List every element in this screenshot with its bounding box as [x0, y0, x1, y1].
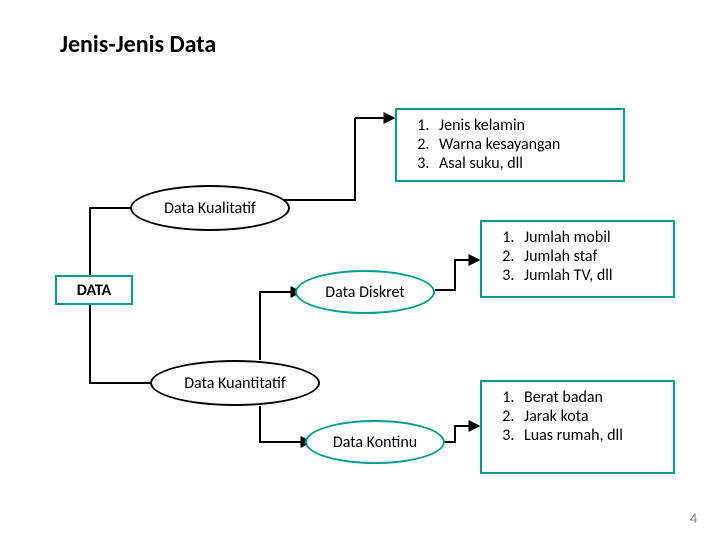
- examples-kontinu: Berat badanJarak kotaLuas rumah, dll: [480, 380, 675, 474]
- node-label: DATA: [77, 281, 112, 300]
- example-list: Jenis kelaminWarna kesayanganAsal suku, …: [407, 116, 613, 173]
- examples-kualitatif: Jenis kelaminWarna kesayanganAsal suku, …: [395, 108, 625, 182]
- example-item: Jumlah TV, dll: [518, 266, 663, 285]
- example-item: Jumlah mobil: [518, 228, 663, 247]
- node-label: Data Kuantitatif: [184, 374, 286, 393]
- node-label: Data Diskret: [325, 283, 404, 302]
- example-item: Luas rumah, dll: [518, 426, 663, 445]
- example-item: Asal suku, dll: [433, 154, 613, 173]
- node-label: Data Kualitatif: [164, 199, 256, 218]
- node-data-root: DATA: [55, 275, 133, 305]
- example-item: Jarak kota: [518, 407, 663, 426]
- node-data-kontinu: Data Kontinu: [305, 420, 445, 464]
- example-item: Warna kesayangan: [433, 135, 613, 154]
- node-data-kuantitatif: Data Kuantitatif: [150, 360, 320, 406]
- example-list: Jumlah mobilJumlah stafJumlah TV, dll: [492, 228, 663, 285]
- example-item: Jenis kelamin: [433, 116, 613, 135]
- example-list: Berat badanJarak kotaLuas rumah, dll: [492, 388, 663, 445]
- node-label: Data Kontinu: [333, 433, 417, 452]
- example-item: Berat badan: [518, 388, 663, 407]
- node-data-diskret: Data Diskret: [295, 270, 435, 314]
- page-title: Jenis-Jenis Data: [60, 30, 216, 59]
- examples-diskret: Jumlah mobilJumlah stafJumlah TV, dll: [480, 220, 675, 298]
- example-item: Jumlah staf: [518, 247, 663, 266]
- node-data-kualitatif: Data Kualitatif: [130, 185, 290, 231]
- page-number: 4: [690, 510, 697, 527]
